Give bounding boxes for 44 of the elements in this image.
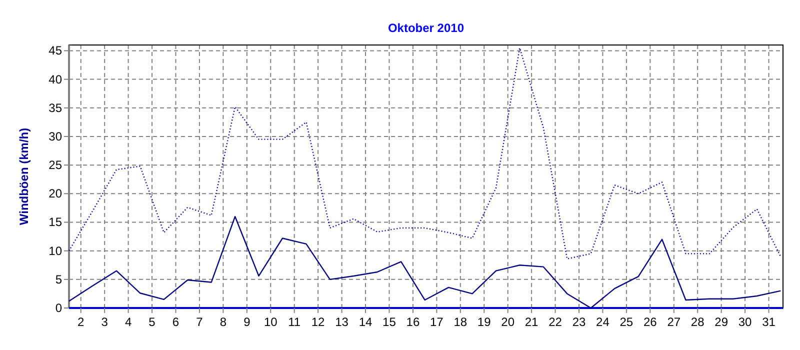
x-tick-label: 25	[620, 315, 634, 329]
x-tick-label: 28	[690, 315, 705, 329]
x-tick-label: 22	[548, 315, 562, 329]
x-tick-label: 14	[358, 315, 373, 329]
y-tick-label: 30	[48, 129, 62, 144]
x-tick-label: 15	[382, 315, 396, 329]
x-tick-label: 10	[264, 315, 278, 329]
x-tick-label: 4	[124, 315, 132, 329]
line-series	[68, 47, 782, 260]
x-tick-label: 19	[477, 315, 492, 329]
x-tick-label: 7	[196, 315, 204, 329]
x-tick-label: 26	[643, 315, 658, 329]
x-tick-label: 18	[454, 315, 468, 329]
y-tick-label: 25	[48, 158, 62, 172]
x-tick-label: 29	[714, 315, 728, 329]
x-tick-label: 3	[101, 315, 108, 329]
x-tick-label: 6	[172, 315, 180, 329]
x-tick-label: 30	[738, 315, 752, 329]
y-tick-label: 10	[48, 244, 62, 258]
y-tick-label: 35	[48, 100, 62, 115]
x-tick-label: 13	[335, 315, 349, 329]
x-tick-label: 21	[524, 315, 539, 329]
x-tick-label: 27	[667, 315, 681, 329]
y-tick-label: 20	[48, 186, 62, 201]
x-tick-label: 2	[78, 315, 85, 329]
x-tick-label: 31	[762, 315, 776, 329]
x-tick-label: 8	[220, 315, 227, 329]
x-tick-label: 23	[572, 315, 586, 329]
x-tick-label: 5	[148, 315, 156, 329]
chart-title: Oktober 2010	[388, 21, 464, 35]
line-series	[68, 216, 782, 309]
y-tick-label: 15	[48, 215, 62, 230]
x-tick-label: 12	[311, 315, 326, 329]
x-tick-label: 24	[596, 315, 610, 329]
y-tick-label: 45	[48, 44, 62, 58]
y-tick-label: 5	[55, 272, 62, 286]
y-tick-label: 40	[48, 72, 62, 86]
x-tick-label: 16	[406, 315, 420, 329]
y-tick-label: 0	[55, 301, 62, 315]
x-tick-label: 11	[288, 315, 301, 329]
x-tick-label: 20	[501, 315, 515, 329]
x-tick-label: 17	[430, 315, 444, 329]
x-tick-label: 9	[244, 315, 251, 329]
y-axis-title: Windböen (km/h)	[17, 128, 31, 226]
